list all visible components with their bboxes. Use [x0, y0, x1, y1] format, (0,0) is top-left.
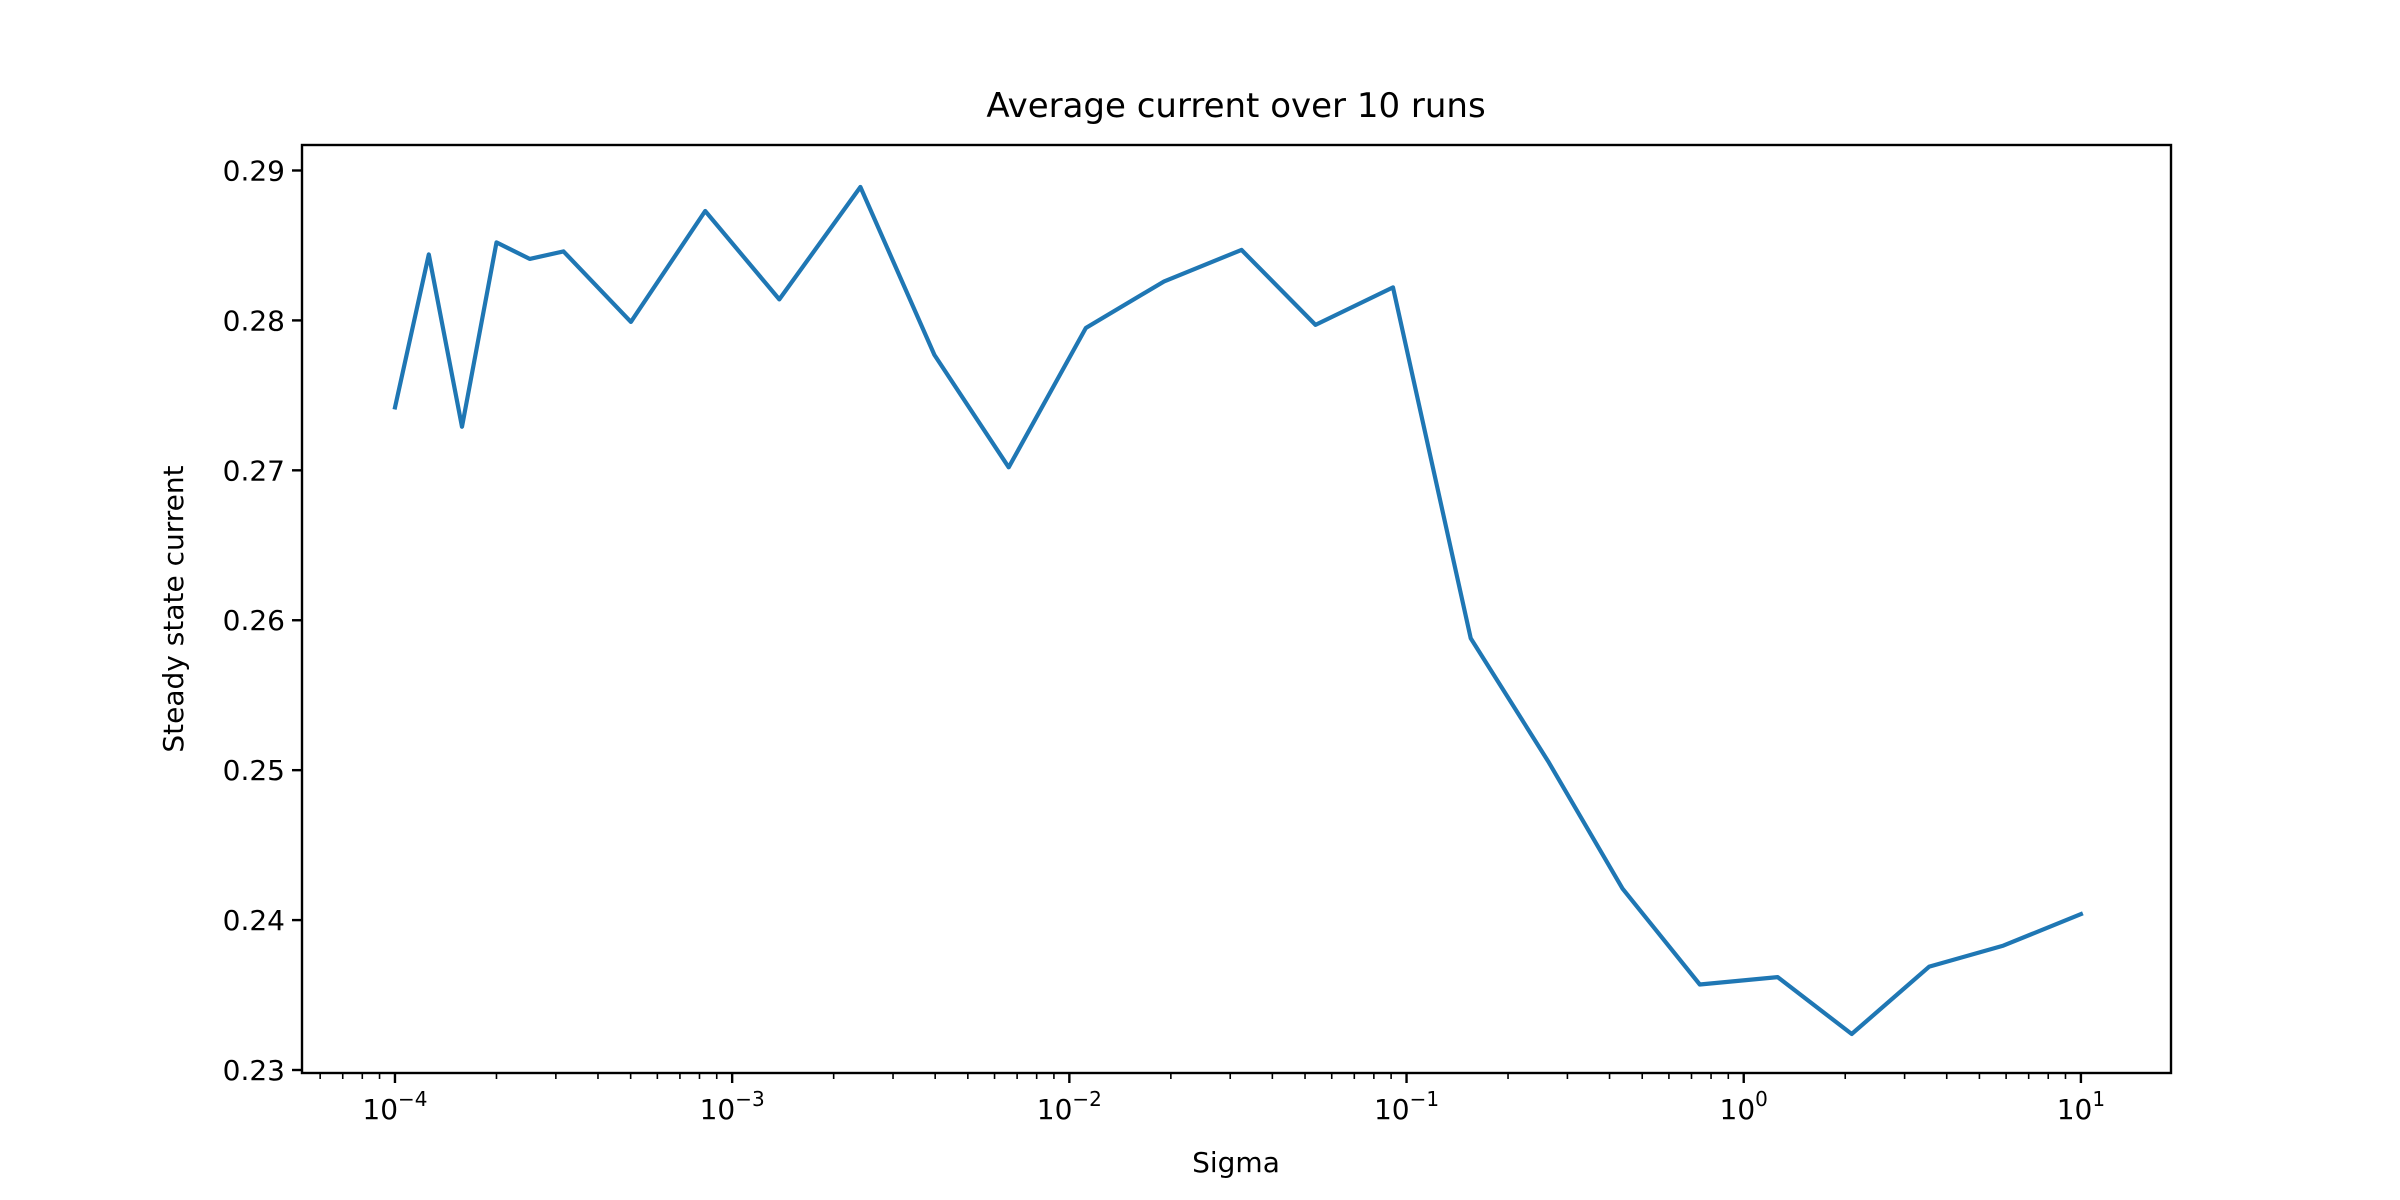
x-tick-label: 10−4	[362, 1087, 427, 1126]
axes-frame	[300, 143, 2173, 1075]
y-tick-label: 0.26	[223, 604, 285, 637]
x-tick-label: 10−3	[700, 1087, 765, 1126]
y-axis: 0.23 0.24 0.25 0.26 0.27 0.28 0.29	[223, 154, 302, 1087]
y-tick-label: 0.29	[223, 154, 285, 187]
plot-area	[300, 143, 2173, 1075]
x-tick-label: 10−1	[1374, 1087, 1439, 1126]
x-axis-label: Sigma	[1192, 1146, 1280, 1179]
x-tick-label: 101	[2057, 1087, 2105, 1126]
y-tick-label: 0.27	[223, 454, 285, 487]
y-axis-label: Steady state current	[157, 465, 190, 752]
x-tick-label: 100	[1720, 1087, 1768, 1126]
x-tick-label: 10−2	[1037, 1087, 1102, 1126]
y-tick-label: 0.28	[223, 304, 285, 337]
y-tick-label: 0.24	[223, 904, 285, 937]
y-tick-label: 0.23	[223, 1054, 285, 1087]
series-line-0	[392, 184, 2084, 1037]
y-tick-label: 0.25	[223, 754, 285, 787]
x-axis: 10−4 10−3 10−2 10−1 100 101	[319, 1073, 2105, 1126]
chart-title: Average current over 10 runs	[986, 86, 1485, 126]
